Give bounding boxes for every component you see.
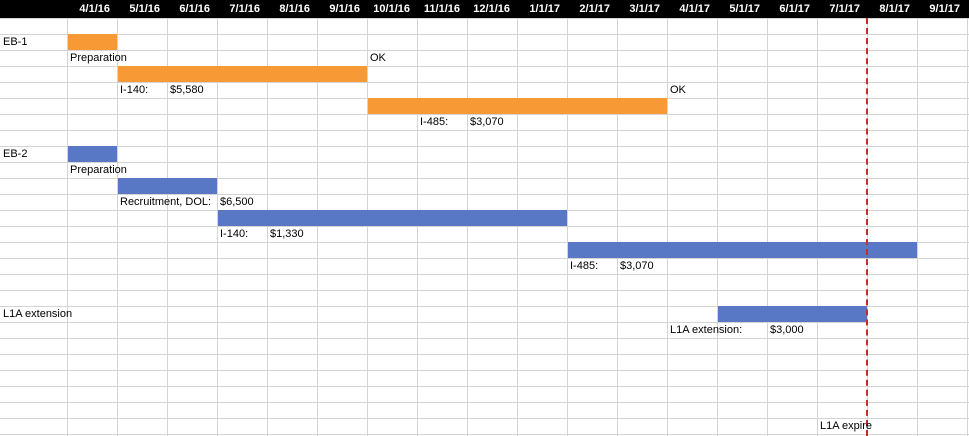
cell-label: EB-1 [3, 36, 28, 48]
grid-row-line [0, 82, 969, 83]
grid-column-line [567, 0, 568, 436]
gantt-bar-eb2 [118, 178, 217, 194]
cell-label: Preparation [70, 52, 127, 64]
grid-row-line [0, 194, 969, 195]
grid-column-line [617, 0, 618, 436]
timeline-header [0, 0, 969, 18]
timeline-date-label: 1/1/17 [529, 3, 560, 15]
grid-row-line [0, 434, 969, 435]
cell-label: $3,070 [620, 260, 654, 272]
grid-row-line [0, 322, 969, 323]
grid-row-line [0, 338, 969, 339]
grid-row-line [0, 354, 969, 355]
cell-label: $5,580 [170, 84, 204, 96]
cell-label: Preparation [70, 164, 127, 176]
cell-label: $3,070 [470, 116, 504, 128]
grid-column-line [217, 0, 218, 436]
cell-label: I-140: [120, 84, 149, 96]
gantt-bar-eb1 [68, 34, 117, 50]
grid-row-line [0, 290, 969, 291]
grid-column-line [767, 0, 768, 436]
gantt-bar-l1a [718, 306, 867, 322]
grid-row-line [0, 162, 969, 163]
timeline-date-label: 5/1/16 [129, 3, 160, 15]
timeline-date-label: 7/1/16 [229, 3, 260, 15]
cell-label: L1A extension [3, 308, 73, 320]
timeline-date-label: 3/1/17 [629, 3, 660, 15]
cell-label: $1,330 [270, 228, 304, 240]
grid-column-line [67, 0, 68, 436]
grid-row-line [0, 402, 969, 403]
cell-label: I-485: [420, 116, 449, 128]
gantt-bar-eb1 [118, 66, 367, 82]
grid-row-line [0, 418, 969, 419]
grid-row-line [0, 306, 969, 307]
grid-row-line [0, 146, 969, 147]
timeline-date-label: 11/1/16 [423, 3, 460, 15]
grid-column-line [967, 0, 968, 436]
cell-label: I-140: [220, 228, 249, 240]
timeline-date-label: 6/1/16 [179, 3, 210, 15]
grid-row-line [0, 226, 969, 227]
timeline-date-label: 8/1/17 [879, 3, 910, 15]
grid-row-line [0, 130, 969, 131]
grid-row-line [0, 386, 969, 387]
cell-label: OK [370, 52, 386, 64]
timeline-date-label: 12/1/16 [473, 3, 510, 15]
timeline-date-label: 10/1/16 [373, 3, 410, 15]
timeline-date-label: 8/1/16 [279, 3, 310, 15]
grid-column-line [717, 0, 718, 436]
grid-row-line [0, 274, 969, 275]
grid-column-line [917, 0, 918, 436]
gantt-bar-eb2 [218, 210, 567, 226]
cell-label: L1A expire [820, 420, 872, 432]
grid-column-line [817, 0, 818, 436]
grid-column-line [167, 0, 168, 436]
cell-label: L1A extension: [670, 324, 743, 336]
cell-label: $3,000 [770, 324, 804, 336]
gantt-bar-eb1 [368, 98, 667, 114]
timeline-date-label: 7/1/17 [829, 3, 860, 15]
grid-row-line [0, 18, 969, 19]
grid-row-line [0, 242, 969, 243]
timeline-date-label: 6/1/17 [779, 3, 810, 15]
timeline-date-label: 5/1/17 [729, 3, 760, 15]
gantt-bar-eb2 [568, 242, 917, 258]
cell-label: EB-2 [3, 148, 28, 160]
grid-column-line [117, 0, 118, 436]
timeline-date-label: 9/1/17 [929, 3, 960, 15]
grid-row-line [0, 114, 969, 115]
timeline-date-label: 2/1/17 [579, 3, 610, 15]
cell-label: Recruitment, DOL: [120, 196, 212, 208]
timeline-date-label: 9/1/16 [329, 3, 360, 15]
cell-label: OK [670, 84, 686, 96]
timeline-date-label: 4/1/17 [679, 3, 710, 15]
grid-row-line [0, 370, 969, 371]
grid-column-line [667, 0, 668, 436]
timeline-date-label: 4/1/16 [79, 3, 110, 15]
grid-row-line [0, 66, 969, 67]
cell-label: I-485: [570, 260, 599, 272]
grid-row-line [0, 50, 969, 51]
gantt-bar-eb2 [68, 146, 117, 162]
grid-row-line [0, 178, 969, 179]
grid-row-line [0, 258, 969, 259]
grid-row-line [0, 34, 969, 35]
l1a-expire-line [866, 18, 868, 436]
cell-label: $6,500 [220, 196, 254, 208]
